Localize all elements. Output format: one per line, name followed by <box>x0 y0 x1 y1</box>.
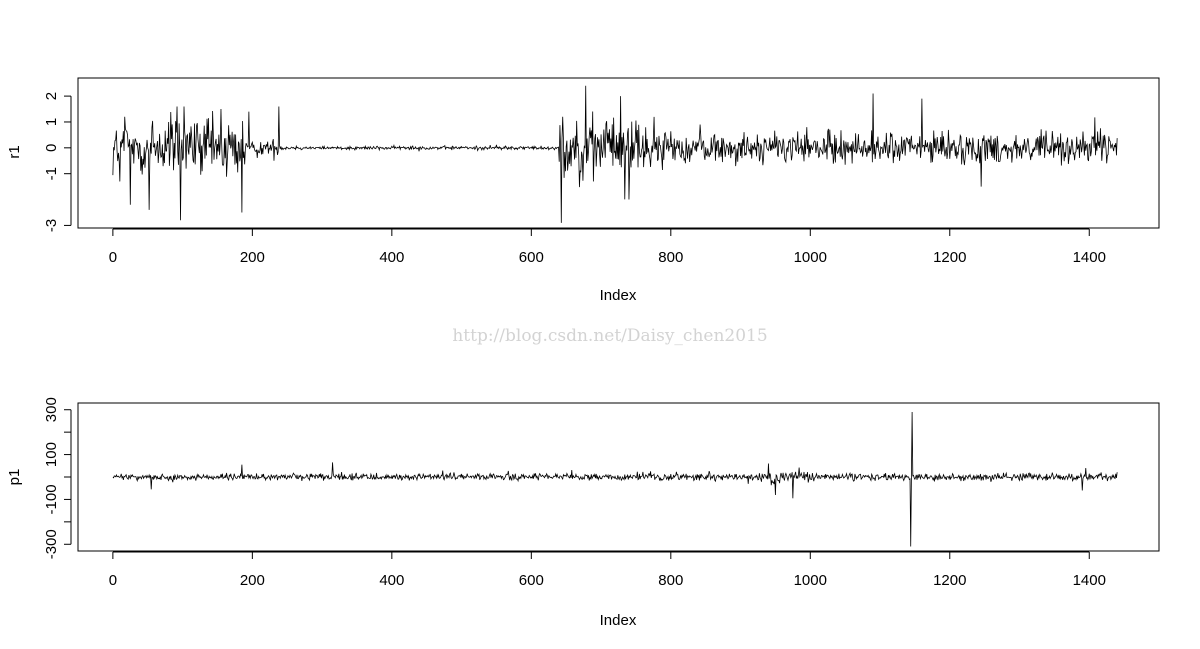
x-tick-label: 1400 <box>1073 249 1106 266</box>
plot-r1-x-title: Index <box>600 287 637 304</box>
y-tick-label: -100 <box>43 484 60 514</box>
y-tick-label: 300 <box>43 397 60 422</box>
x-tick-label: 1000 <box>794 572 827 589</box>
x-tick-label: 0 <box>109 572 117 589</box>
x-tick-label: 400 <box>379 572 404 589</box>
x-tick-label: 0 <box>109 249 117 266</box>
x-tick-label: 800 <box>658 572 683 589</box>
y-tick-label: -1 <box>43 167 60 180</box>
plot-r1-y-title: r1 <box>6 145 23 158</box>
x-tick-label: 200 <box>240 572 265 589</box>
x-tick-label: 1200 <box>933 572 966 589</box>
y-tick-label: -300 <box>43 529 60 559</box>
plot-r1-y-axis: -3 -1 0 1 2 <box>43 92 72 232</box>
plot-r1-frame <box>77 77 1160 229</box>
plot-p1-y-axis: -300 -100 100 300 <box>43 397 72 559</box>
plot-r1-x-axis: 0 200 400 600 800 1000 1200 1400 <box>109 228 1106 266</box>
plot-p1: 0 200 400 600 800 1000 1200 1400 -300 -100 100 300… <box>6 397 1160 629</box>
plot-p1-x-axis: 0 200 400 600 800 1000 1200 1400 <box>109 551 1106 589</box>
x-tick-label: 1400 <box>1073 572 1106 589</box>
plot-p1-series <box>112 411 1118 547</box>
x-tick-label: 1000 <box>794 249 827 266</box>
plot-p1-frame <box>77 402 1160 552</box>
y-tick-label: 100 <box>43 442 60 467</box>
series-line-p1 <box>112 411 1118 547</box>
series-line-r1 <box>112 85 1118 223</box>
x-tick-label: 1200 <box>933 249 966 266</box>
x-tick-label: 600 <box>519 249 544 266</box>
x-tick-label: 200 <box>240 249 265 266</box>
x-tick-label: 800 <box>658 249 683 266</box>
y-tick-label: 2 <box>43 92 60 100</box>
watermark: http://blog.csdn.net/Daisy_chen2015 <box>452 326 767 346</box>
x-tick-label: 600 <box>519 572 544 589</box>
y-tick-label: 0 <box>43 144 60 152</box>
x-tick-label: 400 <box>379 249 404 266</box>
plot-r1-series <box>112 85 1118 223</box>
plot-p1-y-title: p1 <box>6 469 23 486</box>
y-tick-label: -3 <box>43 219 60 232</box>
plot-p1-x-title: Index <box>600 612 637 629</box>
y-tick-label: 1 <box>43 118 60 126</box>
